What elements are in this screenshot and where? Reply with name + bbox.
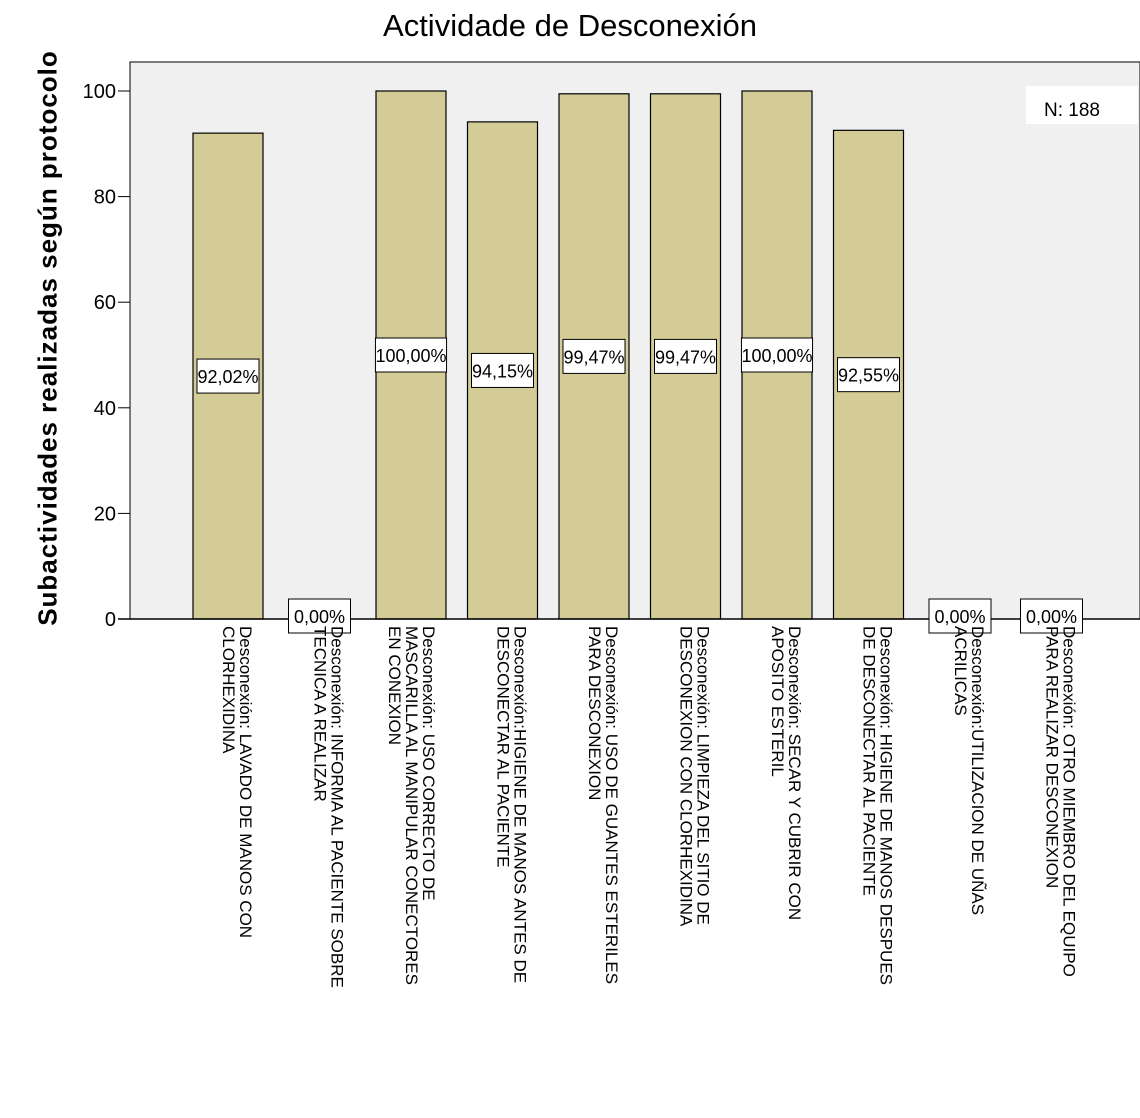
data-label: 99,47%: [655, 347, 716, 367]
category-labels: Desconexión: LAVADO DE MANOS CONCLORHEXI…: [219, 626, 1079, 988]
category-label-line: MASCARILLA AL MANIPULAR CONECTORES: [402, 626, 421, 985]
data-label-box: [562, 338, 626, 374]
category-label-line: APOSITO ESTERIL: [768, 626, 787, 777]
data-label-box: [928, 598, 992, 634]
y-tick-label: 80: [94, 187, 116, 209]
category-label-line: DE DESCONECTAR AL PACIENTE: [860, 626, 879, 896]
n-annotation-text: N: 188: [1044, 100, 1100, 121]
data-label: 0,00%: [1026, 607, 1077, 627]
data-labels: 92,02% 0,00% 100,00% 94,15% 99,47% 99,47% 100,…: [196, 337, 1083, 634]
category-label-line: Desconexión: LIMPIEZA DEL SITIO DE: [694, 626, 713, 925]
category-label: Desconexión: HIGIENE DE MANOS DESPUESDE …: [860, 626, 896, 985]
category-label-line: Desconexión:UTILIZACION DE UÑAS: [968, 626, 987, 915]
category-label-line: Desconexión: HIGIENE DE MANOS DESPUES: [877, 626, 896, 985]
data-label: 100,00%: [741, 346, 812, 366]
category-label-line: EN CONEXION: [385, 626, 404, 745]
data-label-box: [1020, 598, 1083, 634]
category-label-line: TECNICA A REALIZAR: [311, 626, 330, 802]
data-label-box: [288, 598, 351, 634]
data-label: 99,47%: [563, 347, 624, 367]
category-label-line: PARA DESCONEXION: [585, 626, 604, 800]
y-tick-label: 60: [94, 292, 116, 314]
category-label-line: CLORHEXIDINA: [219, 626, 238, 754]
data-label: 94,15%: [472, 361, 533, 381]
category-label-line: Desconexión: OTRO MIEMBRO DEL EQUIPO: [1060, 626, 1079, 977]
data-label-box: [374, 337, 448, 373]
category-label-line: Desconexión:HIGIENE DE MANOS ANTES DE: [511, 626, 530, 983]
category-label: Desconexión: USO DE GUANTES ESTERILESPAR…: [585, 626, 621, 984]
category-label-line: Desconexión: USO CORRECTO DE: [419, 626, 438, 901]
y-tick-label: 40: [94, 398, 116, 420]
category-label-line: PARA REALIZAR DESCONEXION: [1043, 626, 1062, 888]
category-label: Desconexión:HIGIENE DE MANOS ANTES DEDES…: [494, 626, 530, 983]
data-label: 92,55%: [838, 366, 899, 386]
data-label: 0,00%: [294, 607, 345, 627]
data-label-box: [654, 338, 717, 374]
category-label: Desconexión: INFORMA AL PACIENTE SOBRETE…: [311, 626, 347, 988]
n-annotation-box: [1026, 86, 1138, 124]
n-annotation: N: 188: [1026, 86, 1138, 124]
category-label-line: DESCONEXION CON CLORHEXIDINA: [677, 626, 696, 927]
data-label-box: [740, 337, 814, 373]
category-label: Desconexión: LIMPIEZA DEL SITIO DEDESCON…: [677, 626, 713, 927]
data-label-box: [837, 357, 900, 393]
y-tick-label: 0: [105, 609, 116, 631]
category-label: Desconexión: LAVADO DE MANOS CONCLORHEXI…: [219, 626, 255, 938]
category-label: Desconexión: OTRO MIEMBRO DEL EQUIPOPARA…: [1043, 626, 1079, 977]
category-label-line: Desconexión: SECAR Y CUBRIR CON: [785, 626, 804, 920]
data-label: 100,00%: [375, 346, 446, 366]
chart-title: Actividade de Desconexión: [383, 8, 757, 43]
category-label-line: DESCONECTAR AL PACIENTE: [494, 626, 513, 868]
data-label: 0,00%: [934, 607, 985, 627]
data-label-box: [471, 352, 534, 388]
data-label: 92,02%: [197, 367, 258, 387]
y-tick-label: 20: [94, 503, 116, 525]
y-tick-label: 100: [83, 81, 116, 103]
category-label-line: Desconexión: USO DE GUANTES ESTERILES: [602, 626, 621, 984]
data-label-box: [196, 358, 260, 394]
plot-area: [129, 61, 1140, 620]
category-label-line: Desconexión: INFORMA AL PACIENTE SOBRE: [328, 626, 347, 988]
category-label-line: Desconexión: LAVADO DE MANOS CON: [236, 626, 255, 938]
category-label-line: ACRILICAS: [951, 626, 970, 716]
